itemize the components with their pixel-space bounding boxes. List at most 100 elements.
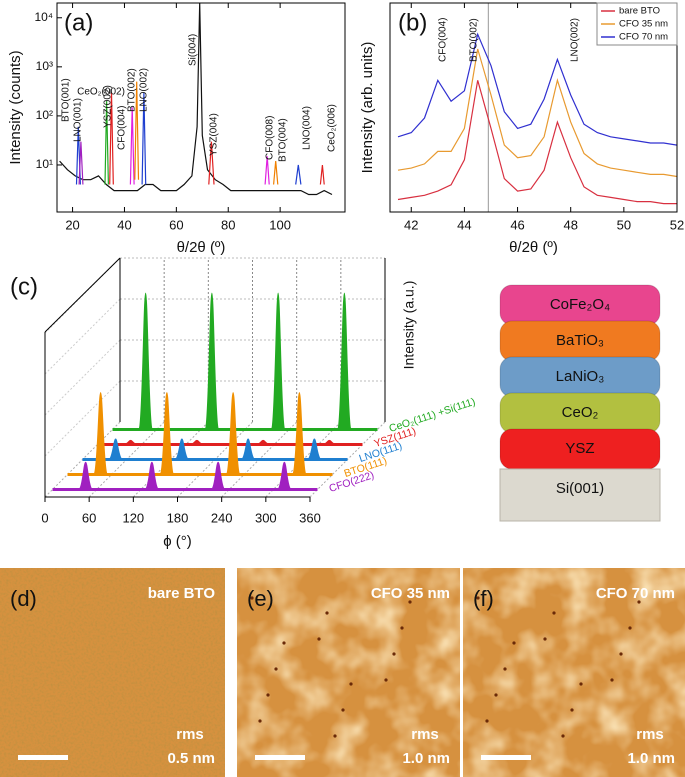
x-tick-label: 240 xyxy=(211,510,233,525)
afm-pit xyxy=(552,611,556,615)
peak xyxy=(138,292,154,430)
peak xyxy=(210,461,226,490)
y-axis-label: Intensity (a.u.) xyxy=(401,281,417,370)
scale-bar xyxy=(481,755,531,760)
peak xyxy=(322,439,337,445)
x-tick-label: 180 xyxy=(167,510,189,525)
rms-label: rms xyxy=(176,726,204,743)
plot-frame xyxy=(56,2,346,213)
x-tick-label: 120 xyxy=(122,510,144,525)
peak xyxy=(159,392,175,475)
scale-bar xyxy=(18,755,68,760)
legend-box xyxy=(596,2,678,46)
afm-pit xyxy=(250,596,254,600)
afm-pit xyxy=(341,708,345,712)
x-tick-label: 360 xyxy=(299,510,321,525)
y-axis-label: Intensity (counts) xyxy=(7,50,24,164)
peak xyxy=(204,292,220,430)
x-axis-label: ϕ (°) xyxy=(163,533,192,550)
peak xyxy=(225,392,241,475)
peak-label: LNO(004) xyxy=(302,106,313,150)
x-tick-label: 44 xyxy=(457,217,471,232)
x-tick-label: 100 xyxy=(269,217,291,232)
layer-label: CeO₂ xyxy=(562,404,599,421)
peak-label: LNO(002) xyxy=(139,68,150,112)
x-tick-label: 52 xyxy=(670,217,684,232)
afm-pit xyxy=(579,682,583,686)
peak xyxy=(144,461,160,490)
peak-label: CeO₂(006) xyxy=(327,104,338,152)
rms-value: 0.5 nm xyxy=(167,750,215,767)
afm-pit xyxy=(392,652,396,656)
afm-pit xyxy=(349,682,353,686)
x-tick-label: 48 xyxy=(563,217,577,232)
afm-pit xyxy=(619,652,623,656)
panel-label: (f) xyxy=(473,586,494,611)
x-tick-label: 46 xyxy=(510,217,524,232)
panel-b: 42 44 46 48 50 52 (b) θ/2θ (º) Intensity (arb. u… xyxy=(359,2,684,256)
wall-line xyxy=(44,339,121,416)
afm-pit xyxy=(400,626,404,630)
peak xyxy=(240,438,256,460)
peak xyxy=(307,438,322,460)
data-line xyxy=(78,141,84,185)
plot-area xyxy=(59,3,333,196)
afm-pit xyxy=(325,611,329,615)
x-tick-label: 80 xyxy=(221,217,235,232)
wall-line xyxy=(44,380,121,457)
peak-label: LNO(002) xyxy=(570,18,581,62)
panel-label: (a) xyxy=(64,9,93,36)
x-axis-label: θ/2θ (º) xyxy=(509,239,558,256)
peak-label: CFO(008) xyxy=(265,116,276,160)
afm-title: CFO 70 nm xyxy=(596,585,675,602)
rms-label: rms xyxy=(636,726,664,743)
peak-label: CFO(004) xyxy=(117,106,128,150)
data-line xyxy=(141,92,147,185)
data-line xyxy=(129,107,135,185)
afm-pit xyxy=(570,708,574,712)
afm-pit xyxy=(628,626,632,630)
x-tick-label: 40 xyxy=(117,217,131,232)
x-tick-label: 50 xyxy=(617,217,631,232)
afm-pit xyxy=(503,667,507,671)
afm-pit xyxy=(637,600,641,604)
panel-label: (b) xyxy=(398,9,427,36)
layer-label: BaTiO₃ xyxy=(556,332,604,349)
afm-pit xyxy=(494,693,498,697)
data-line xyxy=(59,3,333,196)
peak-label: BTO(004) xyxy=(278,118,289,162)
peak-label: CeO₂(002) xyxy=(77,87,125,98)
afm-title: bare BTO xyxy=(148,585,216,602)
x-tick-label: 42 xyxy=(404,217,418,232)
data-line xyxy=(208,141,215,185)
wall-line xyxy=(44,298,121,375)
peak xyxy=(270,292,286,430)
afm-pit xyxy=(333,734,337,738)
data-line xyxy=(319,164,325,185)
rms-label: rms xyxy=(411,726,439,743)
afm-pit xyxy=(485,719,489,723)
substrate xyxy=(499,468,661,522)
y-tick-label: 10² xyxy=(36,108,53,122)
panel-label: (d) xyxy=(10,586,37,611)
afm-title: CFO 35 nm xyxy=(371,585,450,602)
afm-texture xyxy=(237,568,460,777)
scale-bar xyxy=(255,755,305,760)
data-line xyxy=(109,92,114,185)
y-tick-label: 10⁴ xyxy=(34,10,53,24)
x-tick-label: 300 xyxy=(255,510,277,525)
axis-line xyxy=(44,257,121,333)
peak xyxy=(123,439,138,445)
x-tick-label: 20 xyxy=(65,217,79,232)
peak-label: Si(004) xyxy=(188,34,199,66)
afm-pit xyxy=(258,719,262,723)
afm-pit xyxy=(476,596,480,600)
peak xyxy=(256,439,271,445)
y-tick-label: 10¹ xyxy=(36,157,53,171)
peak-label: CFO(004) xyxy=(438,18,449,62)
data-line xyxy=(134,81,140,180)
peak xyxy=(189,439,204,445)
rms-value: 1.0 nm xyxy=(402,750,450,767)
